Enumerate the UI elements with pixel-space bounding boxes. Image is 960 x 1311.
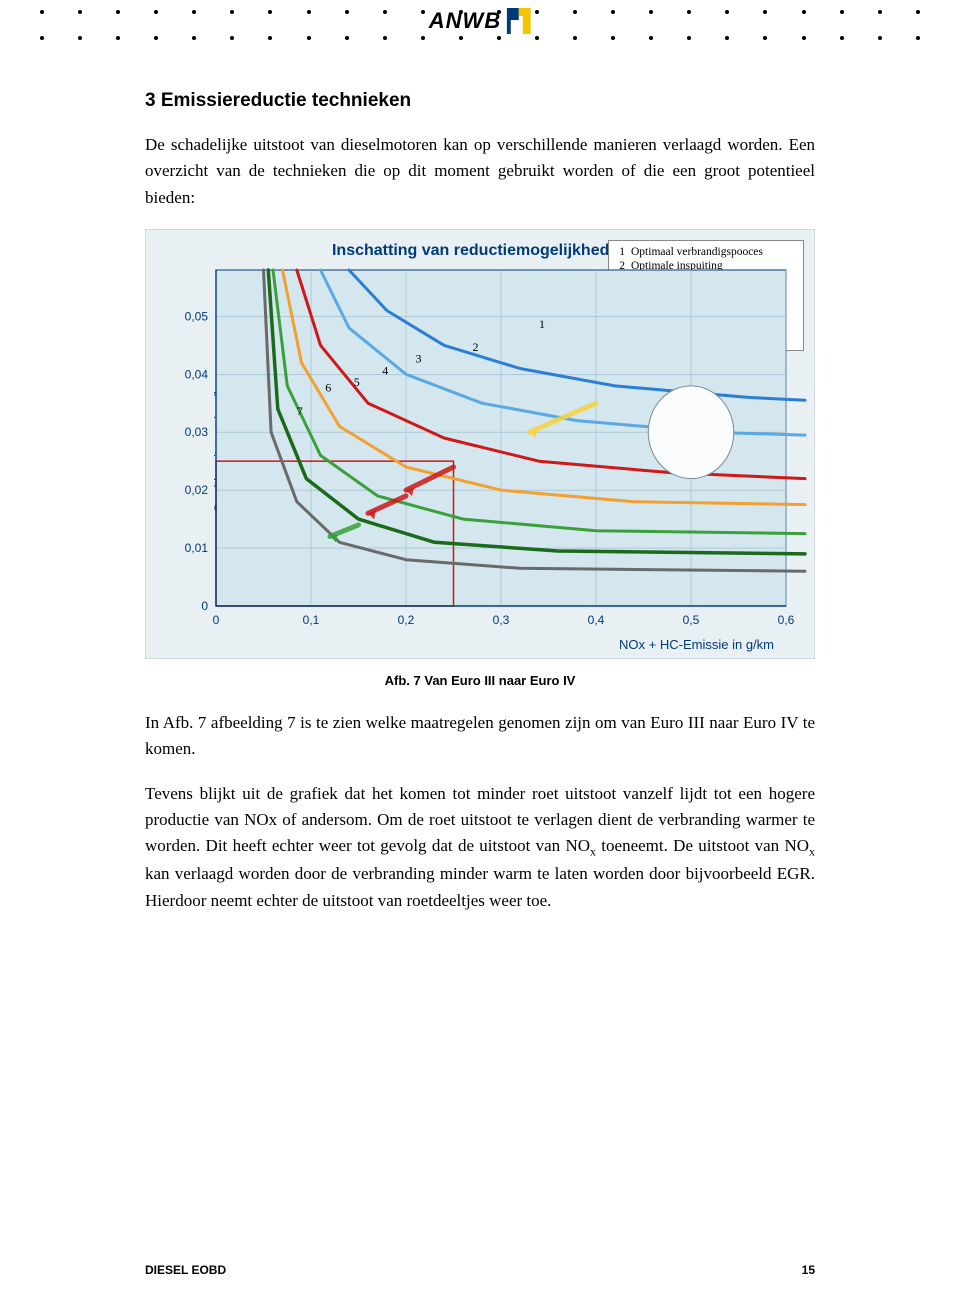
svg-text:0,5: 0,5 bbox=[683, 613, 700, 627]
page-footer: DIESEL EOBD 15 bbox=[145, 1263, 815, 1277]
svg-text:0,05: 0,05 bbox=[185, 309, 209, 323]
svg-text:0,04: 0,04 bbox=[185, 367, 209, 381]
body-paragraph-2: In Afb. 7 afbeelding 7 is te zien welke … bbox=[145, 710, 815, 763]
intro-paragraph: De schadelijke uitstoot van dieselmotore… bbox=[145, 132, 815, 211]
svg-text:7: 7 bbox=[297, 404, 303, 418]
figure-caption: Afb. 7 Van Euro III naar Euro IV bbox=[145, 673, 815, 688]
svg-text:0,3: 0,3 bbox=[493, 613, 510, 627]
svg-text:0: 0 bbox=[213, 613, 220, 627]
svg-text:3: 3 bbox=[416, 352, 422, 366]
chart-plot: 0 0,1 0,2 0,3 0,4 0,5 0,6 0 0,01 0,02 0,03 0,04 0,05… bbox=[146, 230, 816, 660]
body-paragraph-3: Tevens blijkt uit de grafiek dat het kom… bbox=[145, 781, 815, 914]
brand-mark-icon bbox=[507, 8, 531, 34]
p3-c: kan verlaagd worden door de verbranding … bbox=[145, 864, 815, 909]
svg-text:0,6: 0,6 bbox=[778, 613, 795, 627]
svg-text:0: 0 bbox=[201, 599, 208, 613]
brand-logo: ANWB bbox=[429, 8, 531, 34]
svg-text:5: 5 bbox=[354, 375, 360, 389]
footer-left: DIESEL EOBD bbox=[145, 1263, 226, 1277]
page-content: 3 Emissiereductie technieken De schadeli… bbox=[145, 90, 815, 932]
svg-text:0,4: 0,4 bbox=[588, 613, 605, 627]
section-heading: 3 Emissiereductie technieken bbox=[145, 90, 815, 112]
svg-text:4: 4 bbox=[382, 363, 388, 377]
svg-text:0,1: 0,1 bbox=[303, 613, 320, 627]
svg-text:6: 6 bbox=[325, 381, 331, 395]
svg-text:0,2: 0,2 bbox=[398, 613, 415, 627]
svg-text:2: 2 bbox=[473, 340, 479, 354]
svg-text:1: 1 bbox=[539, 317, 545, 331]
footer-page-number: 15 bbox=[802, 1263, 815, 1277]
brand-text: ANWB bbox=[429, 8, 501, 34]
reduction-chart: Inschatting van reductiemogelijkheden De… bbox=[145, 229, 815, 659]
svg-text:0,03: 0,03 bbox=[185, 425, 209, 439]
p3-b: toeneemt. De uitstoot van NO bbox=[596, 836, 809, 855]
dot-row-bottom bbox=[0, 36, 960, 40]
svg-text:0,02: 0,02 bbox=[185, 483, 209, 497]
svg-text:0,01: 0,01 bbox=[185, 541, 209, 555]
nox-sub-2: x bbox=[809, 845, 815, 859]
